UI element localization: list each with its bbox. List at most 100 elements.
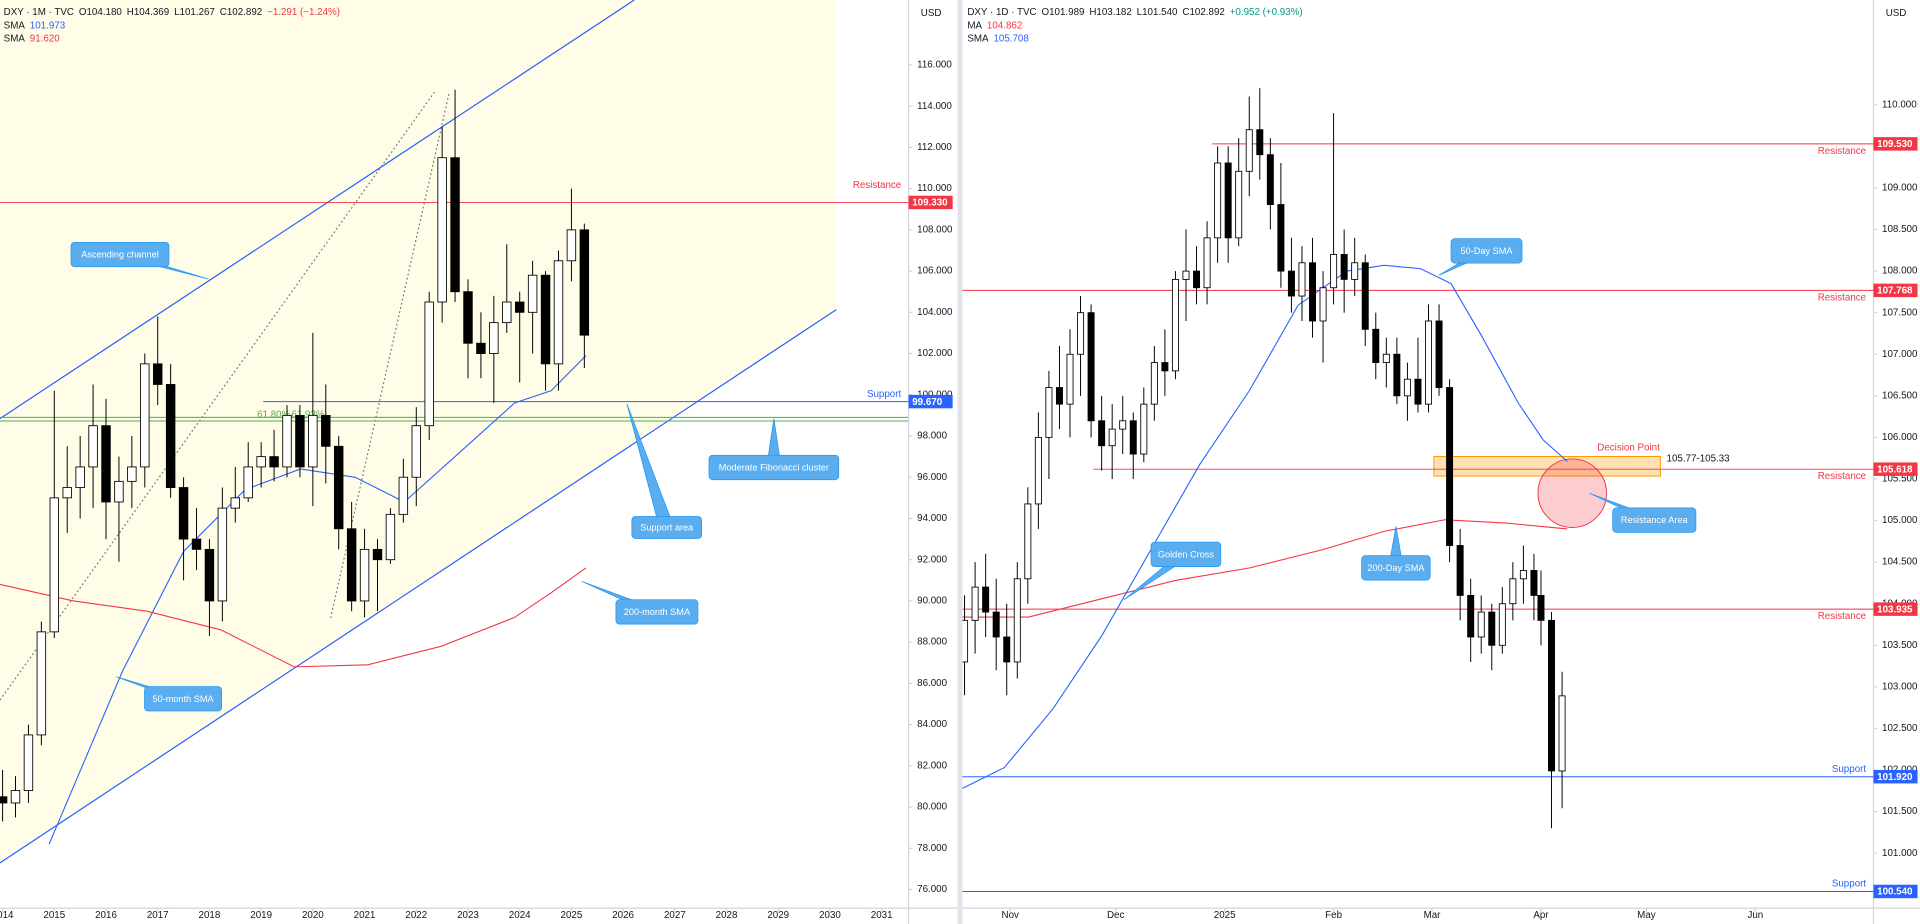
price-tag — [1873, 462, 1918, 476]
candle-body — [101, 425, 111, 503]
indicator-name: MA — [967, 20, 982, 31]
candle-body — [36, 631, 47, 736]
fib-ray — [0, 91, 436, 701]
header: DXY · 1D · TVC O101.989 H103.182 L101.540 C1… — [967, 7, 1302, 18]
candle-body — [1372, 328, 1380, 363]
y-tick-label: 105.500 — [1882, 474, 1918, 485]
x-tick-label: 2023 — [457, 910, 479, 921]
candle-body — [62, 487, 72, 499]
price-tag — [1873, 602, 1918, 616]
candle-body — [127, 466, 137, 482]
resistance-area — [1537, 458, 1608, 528]
y-tick-label: 116.000 — [917, 60, 952, 71]
x-tick-label: Nov — [1002, 910, 1020, 921]
candle-body — [398, 476, 409, 515]
candle-body — [1266, 154, 1274, 205]
y-tick-label: 94.000 — [917, 513, 947, 524]
y-tick-label: 104.500 — [1882, 557, 1918, 568]
candle-body — [1098, 420, 1106, 447]
y-tick-label: 107.500 — [1882, 307, 1918, 318]
x-tick-label: 2030 — [819, 910, 841, 921]
callout-box — [1450, 238, 1523, 264]
candle-body — [191, 538, 202, 550]
candle-body — [1351, 262, 1359, 280]
candle-body — [1129, 420, 1137, 455]
y-tick-label: 108.500 — [1882, 224, 1918, 235]
callout-box — [1361, 555, 1431, 581]
x-tick-label: 2027 — [664, 910, 686, 921]
candle-body — [1045, 387, 1053, 438]
callout-text: 200-month SMA — [624, 607, 691, 617]
candle-body — [566, 229, 577, 262]
y-tick-label: 101.000 — [1882, 848, 1918, 859]
level-name: Resistance — [1818, 292, 1866, 303]
currency: USD — [1886, 8, 1907, 19]
y-tick-label: 107.000 — [1882, 349, 1918, 360]
channel-upper — [0, 0, 635, 420]
y-tick-label: 110.000 — [1882, 99, 1917, 110]
candle-body — [321, 414, 331, 447]
candle-body — [295, 414, 305, 468]
callout-box — [615, 599, 699, 625]
candle-body — [1256, 129, 1264, 156]
candle-body — [1245, 129, 1253, 172]
y-tick-label: 110.000 — [917, 183, 952, 194]
level-name: Support — [1832, 879, 1867, 890]
decision-zone — [1433, 456, 1661, 477]
x-tick-label: 2024 — [509, 910, 531, 921]
callout-box — [1150, 541, 1222, 568]
moving-average — [48, 355, 587, 845]
candle-body — [49, 497, 60, 633]
ohlc-value: +0.952 (+0.93%) — [1230, 7, 1303, 18]
moving-average — [0, 567, 587, 668]
candle-body — [204, 548, 215, 602]
indicator-name: SMA — [4, 33, 26, 44]
candle-body — [1330, 254, 1338, 289]
symbol: DXY · 1D · TVC — [967, 7, 1036, 18]
candle-body — [1456, 545, 1464, 596]
indicator-legend: SMA 101.973 — [4, 20, 66, 31]
callout-text: Ascending channel — [81, 250, 159, 260]
candle-body — [1319, 287, 1327, 322]
x-tick-label: 2021 — [354, 910, 376, 921]
x-tick-label: Jun — [1747, 910, 1763, 921]
price-tag-label: 107.768 — [1877, 286, 1913, 297]
y-tick-label: 102.000 — [917, 348, 953, 359]
callout-box — [144, 686, 223, 712]
pane-divider — [957, 0, 963, 924]
y-tick-label: 82.000 — [917, 760, 947, 771]
y-tick-label: 102.500 — [1882, 723, 1918, 734]
x-tick-label: 2019 — [250, 910, 272, 921]
decision-title: Decision Point — [1597, 443, 1660, 454]
candle-body — [527, 274, 538, 313]
y-tick-label: 76.000 — [917, 884, 947, 895]
candle-body — [1235, 170, 1243, 239]
candle-body — [1361, 262, 1369, 330]
x-tick-label: May — [1637, 910, 1656, 921]
ohlc-value: −1.291 (−1.24%) — [267, 7, 340, 18]
fib-label: 61.80% — [257, 409, 290, 420]
candle-body — [23, 734, 34, 792]
level-name: Support — [1832, 764, 1867, 775]
candle-body — [463, 291, 473, 344]
moving-average — [962, 519, 1568, 618]
ohlc-value: O104.180 — [79, 7, 123, 18]
candle-body — [971, 586, 979, 621]
callout-text: Resistance Area — [1621, 515, 1689, 525]
callout-text: 50-month SMA — [152, 694, 214, 704]
callout-box — [631, 516, 703, 539]
price-tag-label: 103.935 — [1877, 604, 1913, 615]
candle-body — [1558, 695, 1566, 772]
candle-body — [1193, 270, 1201, 289]
candle-body — [1287, 270, 1295, 297]
x-tick-label: 2031 — [871, 910, 893, 921]
indicator-name: SMA — [4, 20, 26, 31]
price-tag-label: 105.618 — [1877, 464, 1913, 475]
candle-body — [1224, 162, 1232, 239]
candle-body — [553, 260, 564, 365]
x-tick-label: 2018 — [199, 910, 221, 921]
candle-body — [1467, 594, 1475, 638]
x-tick-label: 2017 — [147, 910, 169, 921]
candle-body — [1140, 403, 1148, 455]
